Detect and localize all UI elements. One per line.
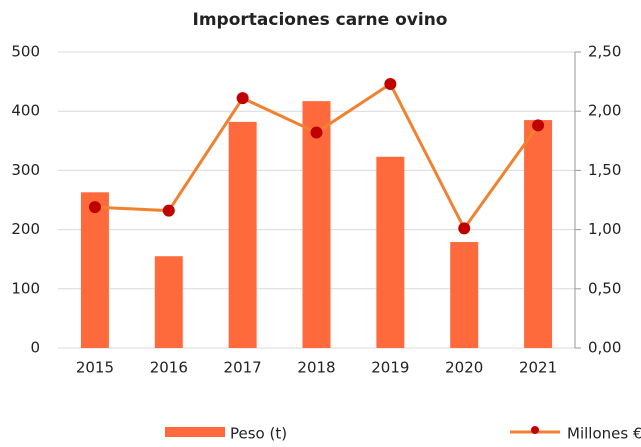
y2-tick-label: 2,50 xyxy=(588,43,621,61)
line-marker xyxy=(458,222,471,235)
y2-tick-label: 0,00 xyxy=(588,339,621,357)
y-tick-label: 300 xyxy=(11,161,40,179)
x-tick-label: 2017 xyxy=(224,359,262,377)
bar xyxy=(80,192,109,348)
legend-swatch xyxy=(165,427,225,437)
x-tick-label: 2016 xyxy=(150,359,188,377)
line-marker xyxy=(88,201,101,214)
x-tick-label: 2020 xyxy=(445,359,483,377)
y-tick-label: 400 xyxy=(11,102,40,120)
bar xyxy=(450,242,479,348)
bar xyxy=(376,156,405,348)
bar xyxy=(524,120,553,348)
x-tick-label: 2015 xyxy=(76,359,114,377)
y-tick-label: 200 xyxy=(11,220,40,238)
x-tick-label: 2018 xyxy=(297,359,335,377)
x-tick-label: 2019 xyxy=(371,359,409,377)
y-tick-label: 0 xyxy=(30,339,40,357)
legend-label: Peso (t) xyxy=(230,425,287,443)
x-tick-label: 2021 xyxy=(519,359,557,377)
y-tick-label: 500 xyxy=(11,43,40,61)
bar xyxy=(228,121,257,348)
line-marker xyxy=(310,126,323,139)
bar xyxy=(154,256,183,348)
bar xyxy=(302,101,331,348)
y2-tick-label: 1,00 xyxy=(588,220,621,238)
line-marker xyxy=(384,77,397,90)
y-tick-label: 100 xyxy=(11,279,40,297)
line-marker xyxy=(162,204,175,217)
legend-marker xyxy=(531,426,539,434)
line-marker xyxy=(236,92,249,105)
y2-tick-label: 0,50 xyxy=(588,279,621,297)
y2-tick-label: 1,50 xyxy=(588,161,621,179)
line-marker xyxy=(532,119,545,132)
chart-title: Importaciones carne ovino xyxy=(193,10,448,30)
y2-tick-label: 2,00 xyxy=(588,102,621,120)
legend-label: Millones € xyxy=(567,425,641,443)
